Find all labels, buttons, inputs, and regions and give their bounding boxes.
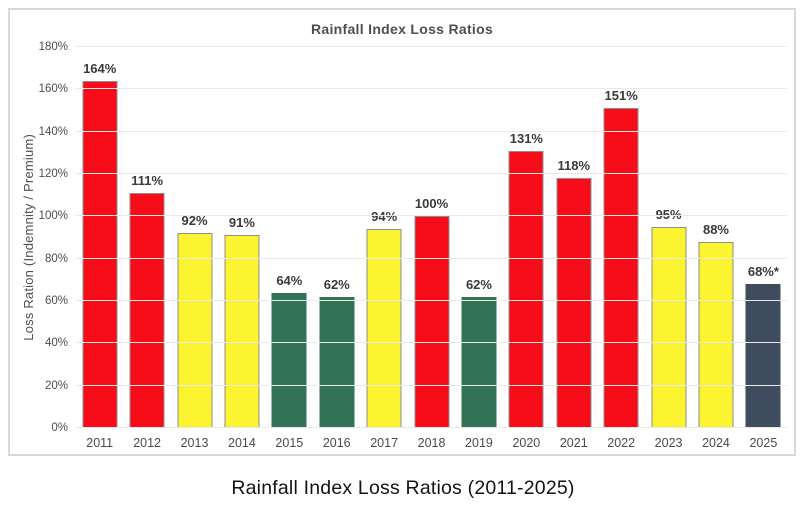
gridline	[76, 46, 787, 47]
bar-2013	[177, 233, 213, 428]
x-axis-label: 2014	[228, 436, 256, 450]
x-axis-label: 2025	[749, 436, 778, 450]
bar-value-label: 62%	[323, 276, 350, 292]
bar-value-label: 131%	[509, 130, 543, 146]
bar-column: 94% 2017	[360, 47, 407, 450]
x-axis-label: 2015	[275, 436, 304, 450]
plot-area: 164% 2011 111% 2012 92% 2013 91% 2014 64% 2015 62%…	[76, 46, 787, 450]
bar-column: 64% 2015	[266, 47, 313, 450]
chart-panel: Rainfall Index Loss Ratios Loss Ration (…	[8, 8, 796, 456]
chart-title: Rainfall Index Loss Ratios	[310, 21, 494, 37]
bar-value-label: 62%	[465, 276, 492, 292]
bar-column: 111% 2012	[123, 47, 170, 450]
x-axis-label: 2021	[559, 436, 588, 450]
bar-column: 68%* 2025	[740, 47, 787, 450]
x-axis-label: 2016	[322, 436, 351, 450]
bar-2023	[651, 226, 687, 428]
y-tick-label: 80%	[44, 252, 68, 265]
bar-value-label: 111%	[131, 173, 164, 189]
x-axis-label: 2019	[465, 436, 493, 450]
bar-2018	[414, 216, 450, 428]
bar-2024	[698, 241, 734, 428]
bar-column: 100% 2018	[408, 47, 455, 450]
gridline	[76, 257, 787, 259]
bar-column: 62% 2016	[313, 47, 360, 450]
bar-column: 62% 2019	[455, 47, 502, 450]
y-tick-label: 140%	[38, 125, 68, 138]
bar-value-label: 100%	[414, 196, 449, 212]
bar-column: 151% 2022	[597, 47, 644, 450]
bar-2020	[508, 150, 544, 428]
y-tick-label: 100%	[38, 210, 68, 223]
y-tick-label: 40%	[44, 337, 68, 350]
bar-2012	[129, 193, 165, 428]
bar-2022	[603, 108, 639, 428]
gridline	[76, 300, 787, 301]
y-axis-ticks: 0% 20% 40% 60% 80% 100% 120% 140% 160% 180%	[10, 41, 68, 434]
gridline	[76, 88, 787, 90]
gridline	[76, 130, 787, 132]
bar-value-label: 164%	[83, 60, 117, 76]
bar-value-label: 91%	[228, 215, 255, 231]
bar-2014	[224, 235, 260, 428]
x-axis-label: 2018	[417, 436, 446, 450]
gridline	[76, 384, 787, 386]
bar-2016	[319, 296, 355, 428]
bar-value-label: 95%	[656, 207, 682, 222]
bar-2019	[461, 296, 497, 428]
y-tick-label: 0%	[51, 422, 68, 434]
bar-2015	[271, 292, 307, 428]
x-axis-label: 2022	[607, 436, 636, 450]
bar-column: 88% 2024	[692, 47, 739, 450]
gridline	[76, 342, 787, 344]
gridline	[76, 173, 787, 174]
bars-row: 164% 2011 111% 2012 92% 2013 91% 2014 64% 2015 62%…	[76, 47, 787, 450]
x-axis-label: 2023	[654, 436, 683, 450]
bar-column: 164% 2011	[76, 47, 123, 450]
bar-value-label: 92%	[181, 213, 208, 229]
bar-value-label: 68%*	[747, 264, 779, 280]
y-tick-label: 60%	[44, 295, 68, 307]
bar-column: 91% 2014	[218, 47, 265, 450]
bar-value-label: 151%	[604, 88, 638, 104]
bar-column: 92% 2013	[171, 47, 218, 450]
bar-2017	[366, 229, 402, 428]
x-axis-label: 2020	[512, 436, 541, 450]
y-tick-label: 20%	[44, 379, 68, 392]
bar-2011	[82, 80, 118, 428]
y-tick-label: 120%	[38, 168, 68, 180]
gridline	[76, 215, 787, 217]
bar-value-label: 118%	[557, 158, 591, 174]
y-tick-label: 180%	[38, 41, 68, 53]
x-axis-label: 2011	[86, 436, 114, 450]
x-axis-label: 2013	[180, 436, 209, 450]
bar-2021	[556, 178, 592, 428]
bar-column: 131% 2020	[503, 47, 550, 450]
bar-2025	[745, 284, 781, 428]
figure-caption: Rainfall Index Loss Ratios (2011-2025)	[231, 477, 575, 499]
bar-value-label: 64%	[276, 272, 303, 288]
bar-value-label: 88%	[702, 221, 729, 237]
x-axis-label: 2017	[370, 436, 399, 450]
bar-column: 95% 2023	[645, 47, 692, 450]
x-axis-label: 2012	[133, 436, 162, 450]
x-axis-label: 2024	[702, 436, 730, 450]
y-tick-label: 160%	[38, 83, 68, 96]
gridline	[76, 427, 787, 428]
bar-column: 118% 2021	[550, 47, 597, 450]
bar-value-label: 94%	[371, 209, 398, 225]
